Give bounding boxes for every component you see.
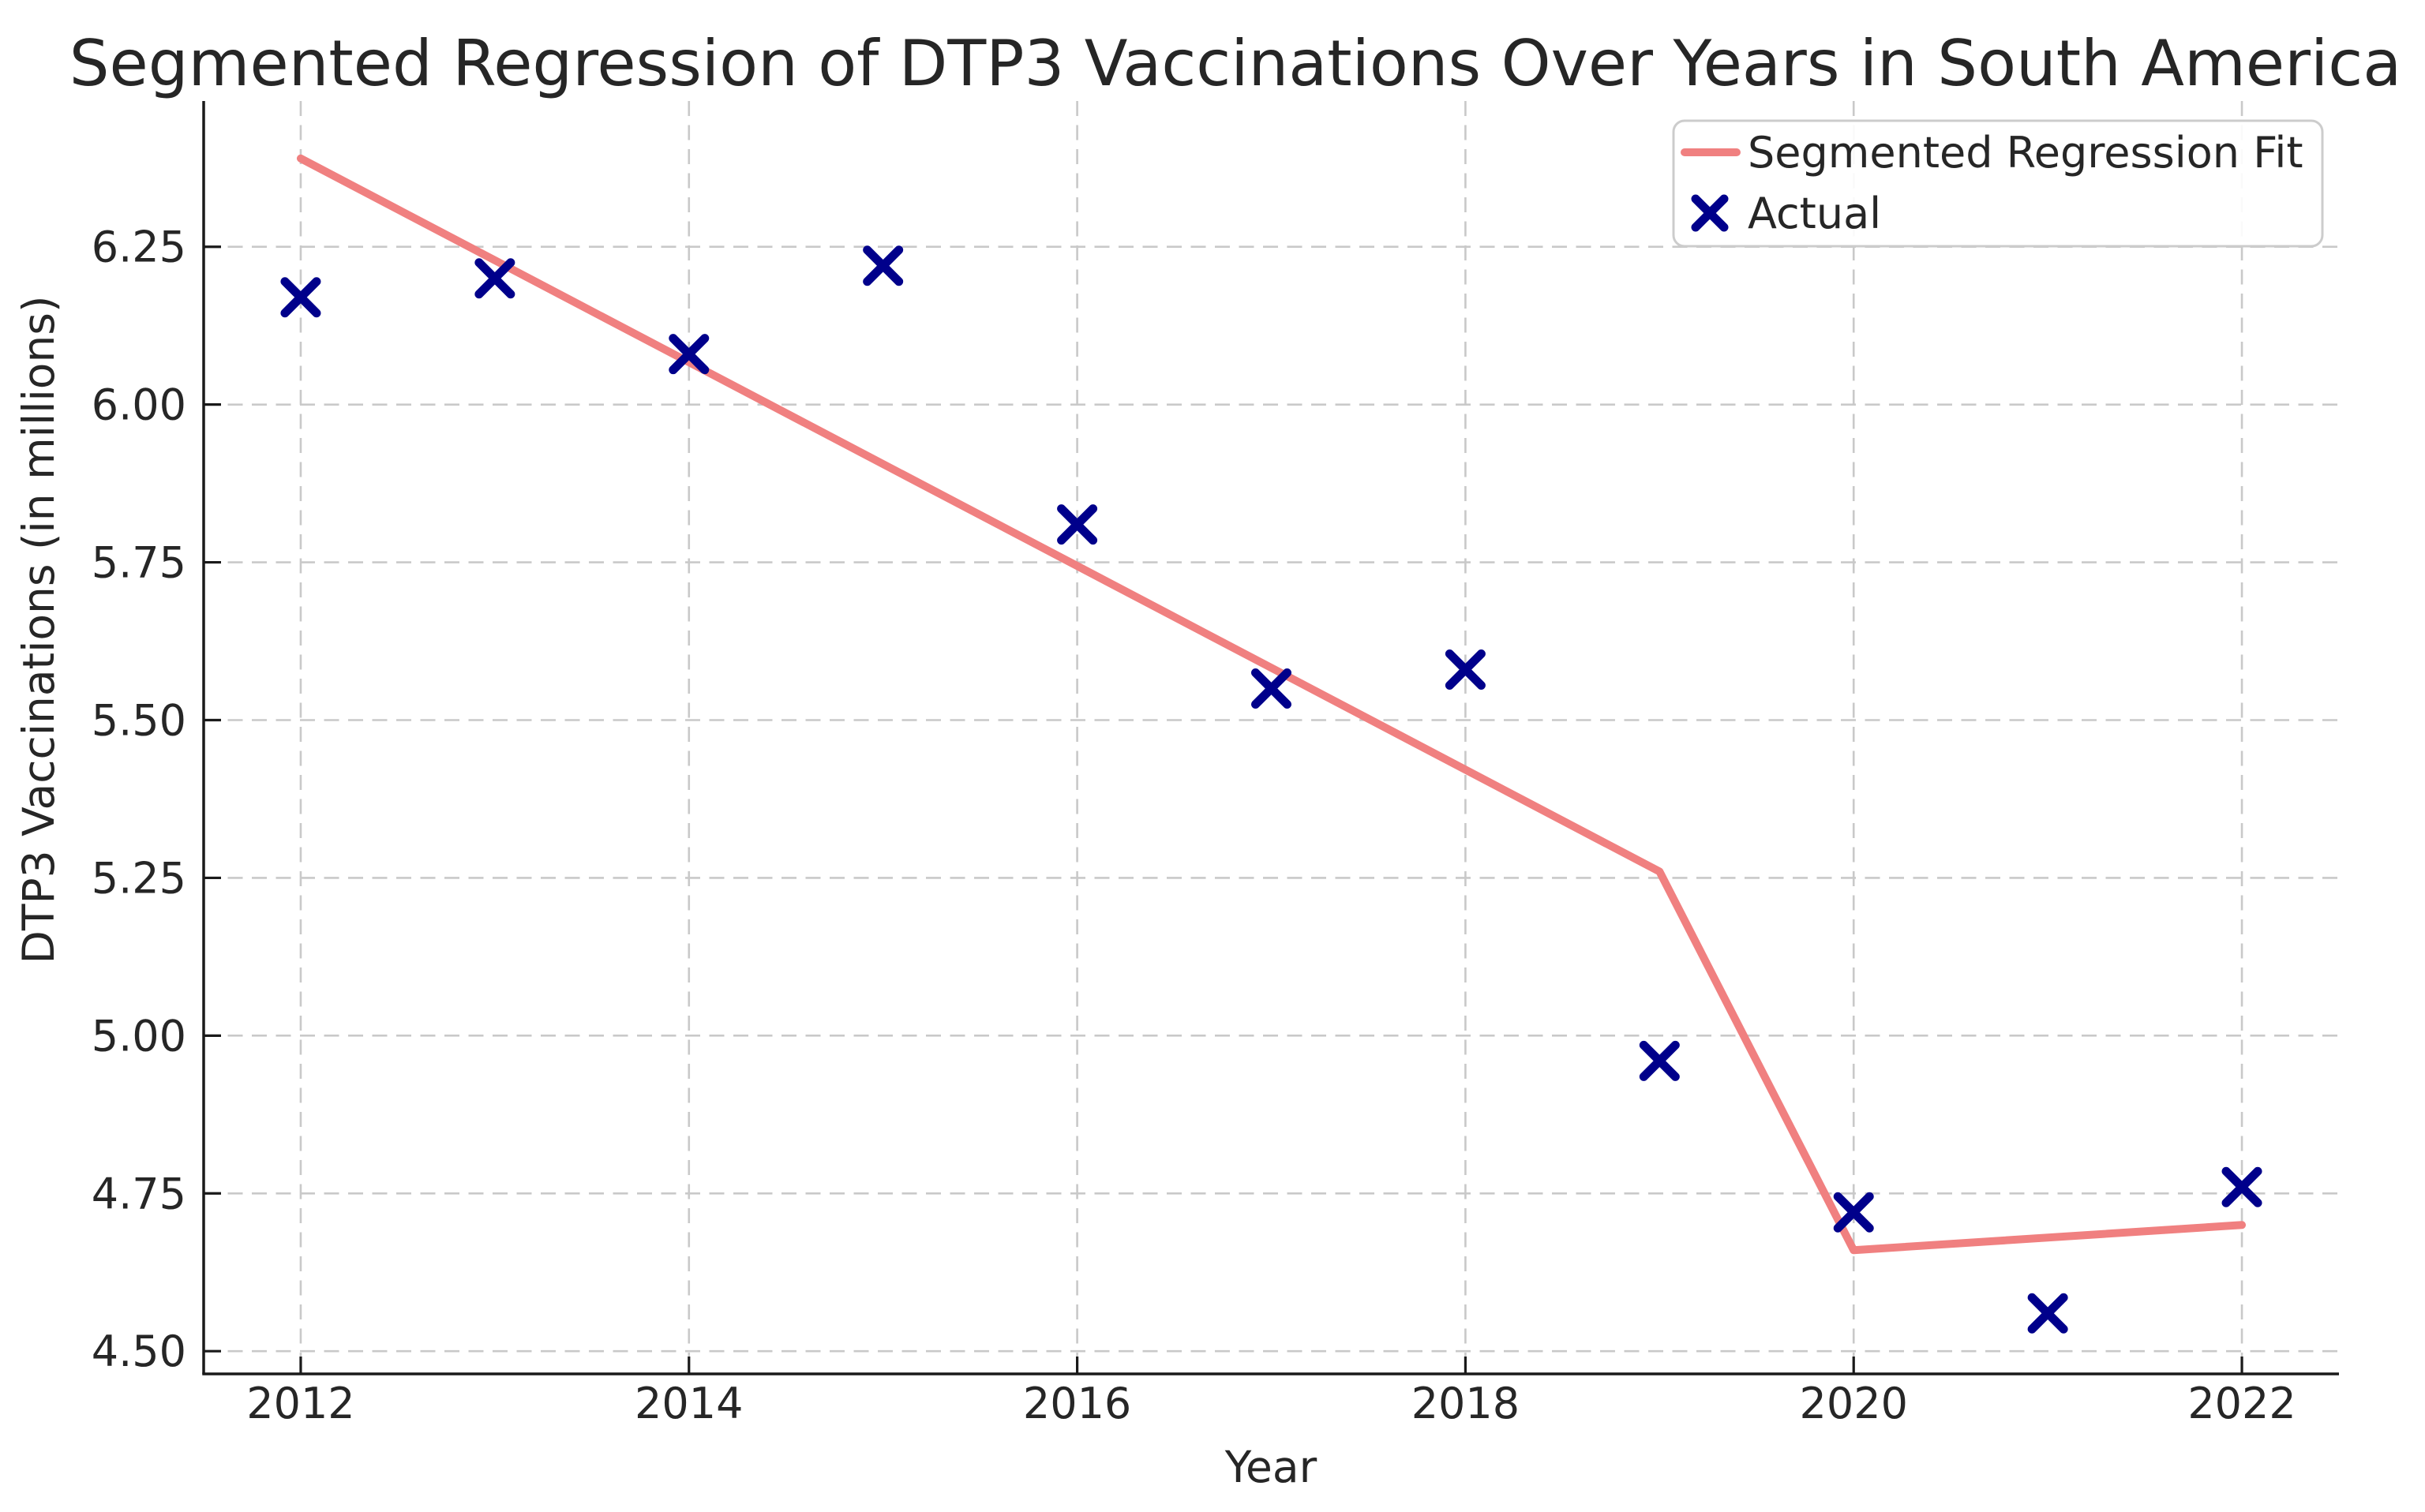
data-point-x-marker	[863, 245, 904, 286]
grid-layer	[204, 101, 2339, 1374]
data-point-x-marker	[669, 334, 710, 375]
legend-box	[1672, 119, 2324, 248]
data-point-x-marker	[280, 277, 321, 318]
y-tick-label: 5.50	[92, 696, 186, 746]
data-point-x-marker	[1833, 1192, 1874, 1233]
data-point-x-marker	[1057, 504, 1098, 545]
x-tick-label: 2012	[246, 1379, 354, 1428]
plot-layer	[280, 154, 2262, 1334]
tick-layer: 2012 2014 2016 2018 2020 2022 4.50 4.75 5.00 5.25…	[92, 223, 2296, 1428]
y-tick-label: 4.50	[92, 1327, 186, 1376]
data-point-x-marker	[1251, 668, 1291, 709]
x-tick-label: 2018	[1411, 1379, 1520, 1428]
x-tick-label: 2022	[2187, 1379, 2296, 1428]
y-axis-label: DTP3 Vaccinations (in millions)	[13, 296, 64, 964]
data-point-x-marker	[2027, 1293, 2068, 1334]
y-tick-label: 5.25	[92, 853, 186, 903]
legend: Segmented Regression Fit Actual	[1672, 119, 2324, 248]
data-point-x-marker	[1445, 649, 1486, 691]
x-tick-label: 2014	[635, 1379, 743, 1428]
data-point-x-marker	[474, 258, 515, 299]
data-point-x-marker	[2221, 1166, 2262, 1207]
legend-label-fit: Segmented Regression Fit	[1748, 128, 2303, 178]
regression-line	[296, 154, 2247, 1255]
scatter-series	[280, 245, 2262, 1334]
x-tick-label: 2020	[1800, 1379, 1908, 1428]
y-tick-label: 6.00	[92, 380, 186, 430]
legend-x-marker	[1691, 194, 1729, 232]
y-tick-label: 5.00	[92, 1011, 186, 1061]
y-tick-label: 6.25	[92, 223, 186, 272]
legend-label-actual: Actual	[1748, 189, 1881, 238]
x-axis-label: Year	[1224, 1442, 1317, 1492]
chart-title: Segmented Regression of DTP3 Vaccination…	[69, 27, 2401, 100]
y-tick-label: 4.75	[92, 1169, 186, 1218]
x-tick-label: 2016	[1023, 1379, 1131, 1428]
data-point-x-marker	[1639, 1040, 1680, 1081]
y-tick-label: 5.75	[92, 538, 186, 588]
